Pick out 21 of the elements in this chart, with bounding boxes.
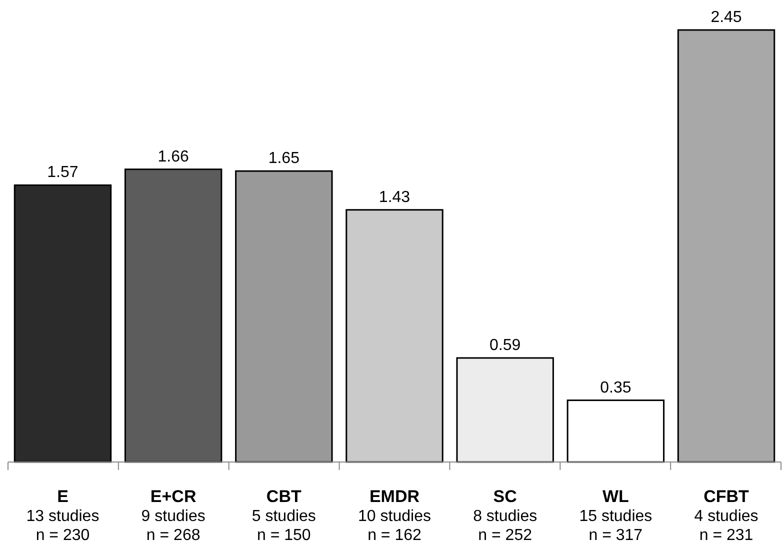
bar bbox=[14, 184, 112, 463]
x-tick-label: E 13 studies n = 230 bbox=[26, 487, 100, 544]
data-label: 0.35 bbox=[600, 379, 632, 396]
x-tick-label: EMDR 10 studies n = 162 bbox=[358, 487, 431, 544]
bar bbox=[677, 29, 776, 463]
data-label: 1.66 bbox=[158, 148, 189, 166]
bar bbox=[346, 209, 444, 463]
x-tick-label: SC 8 studies n = 252 bbox=[473, 487, 538, 544]
data-label: 1.65 bbox=[268, 150, 300, 168]
data-label: 1.43 bbox=[378, 188, 410, 206]
bar bbox=[235, 170, 333, 463]
data-label: 0.59 bbox=[490, 336, 521, 354]
bar bbox=[566, 400, 665, 463]
x-tick-label: CFBT 4 studies n = 231 bbox=[694, 487, 758, 544]
bar bbox=[124, 168, 222, 463]
x-tick-label: CBT 5 studies n = 150 bbox=[252, 487, 316, 544]
bar bbox=[456, 357, 554, 463]
data-label: 1.57 bbox=[47, 164, 78, 182]
data-label: 2.45 bbox=[710, 9, 742, 26]
x-tick-label: WL 15 studies n = 317 bbox=[579, 487, 652, 544]
x-tick-label: E+CR 9 studies n = 268 bbox=[141, 487, 206, 544]
